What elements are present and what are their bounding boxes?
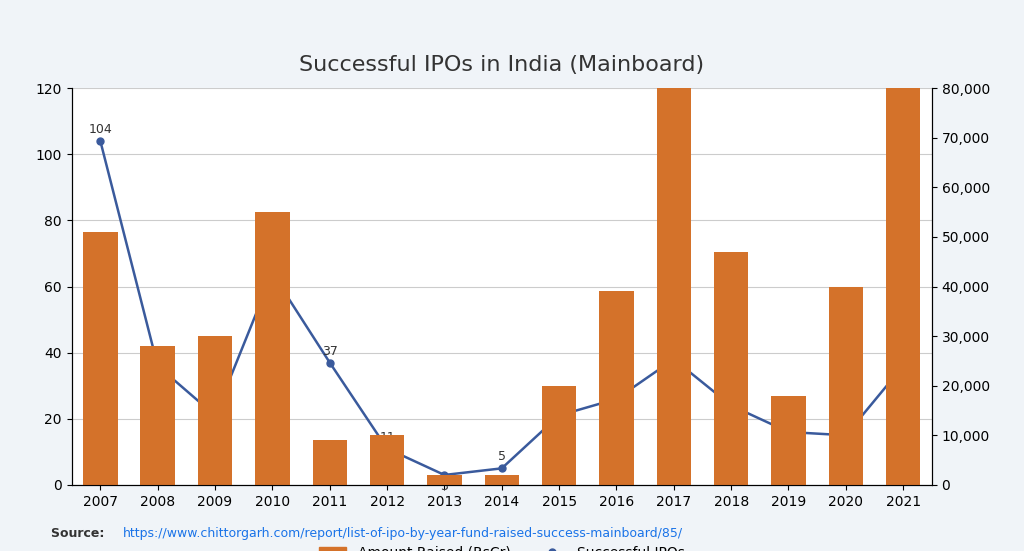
Bar (312, 440, 347, 485)
Bar (714, 252, 749, 485)
Bar (484, 475, 519, 485)
Text: 11: 11 (379, 430, 395, 444)
Bar (83, 232, 118, 485)
Bar (542, 386, 577, 485)
Bar (370, 435, 404, 485)
Legend: Amount Raised (RsCr), Successful IPOs: Amount Raised (RsCr), Successful IPOs (313, 540, 690, 551)
Bar (255, 212, 290, 485)
Text: 64: 64 (264, 255, 281, 268)
Bar (198, 336, 232, 485)
Text: https://www.chittorgarh.com/report/list-of-ipo-by-year-fund-raised-success-mainb: https://www.chittorgarh.com/report/list-… (123, 527, 683, 540)
Text: Source:: Source: (51, 527, 109, 540)
Text: 36: 36 (150, 348, 166, 361)
Bar (427, 475, 462, 485)
Text: 26: 26 (608, 381, 625, 394)
Text: 104: 104 (88, 123, 113, 136)
Text: 36: 36 (895, 348, 911, 361)
Text: 21: 21 (207, 397, 223, 410)
Text: 24: 24 (723, 387, 739, 401)
Bar (599, 291, 634, 485)
Title: Successful IPOs in India (Mainboard): Successful IPOs in India (Mainboard) (299, 56, 705, 75)
Text: 38: 38 (666, 341, 682, 354)
Bar (828, 287, 863, 485)
Bar (771, 396, 806, 485)
Text: 16: 16 (780, 414, 797, 427)
Text: 3: 3 (440, 480, 449, 493)
Text: 5: 5 (498, 450, 506, 463)
Text: 37: 37 (322, 344, 338, 358)
Bar (656, 0, 691, 485)
Text: 15: 15 (838, 417, 854, 430)
Text: 21: 21 (551, 397, 567, 410)
Bar (886, 34, 921, 485)
Bar (140, 346, 175, 485)
